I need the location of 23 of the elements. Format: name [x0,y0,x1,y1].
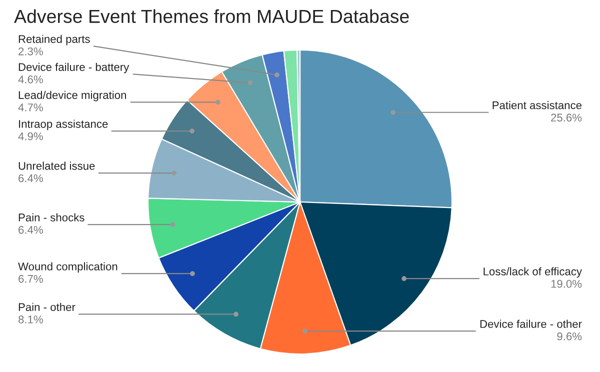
slice-label: Device failure - battery [18,62,130,74]
chart-title: Adverse Event Themes from MAUDE Database [14,9,409,24]
data-label: 25.6% [551,114,582,122]
data-label: 6.4% [18,174,43,182]
slice-label: Wound complication [18,262,118,273]
slice-label: Patient assistance [492,101,582,110]
slice-label: Device failure - other [480,320,582,328]
slice-label: Loss/lack of efficacy [484,267,582,278]
data-label: 6.4% [18,226,43,234]
slice-label: Unrelated issue [18,162,95,170]
data-label: 4.6% [18,75,43,84]
data-label: 4.7% [18,104,43,112]
data-label: 8.1% [18,316,43,324]
data-label: 9.6% [557,332,582,340]
slice-label: Lead/device migration [18,90,126,102]
slice-label: Intraop assistance [19,120,108,130]
slice-label: Pain - other [18,302,76,312]
data-label: 19.0% [551,280,582,288]
data-label: 2.3% [18,47,43,56]
slice-label: Retained parts [18,34,90,46]
data-label: 4.9% [18,132,43,140]
slice-label: Pain - shocks [18,213,84,222]
data-label: 6.7% [18,274,43,283]
